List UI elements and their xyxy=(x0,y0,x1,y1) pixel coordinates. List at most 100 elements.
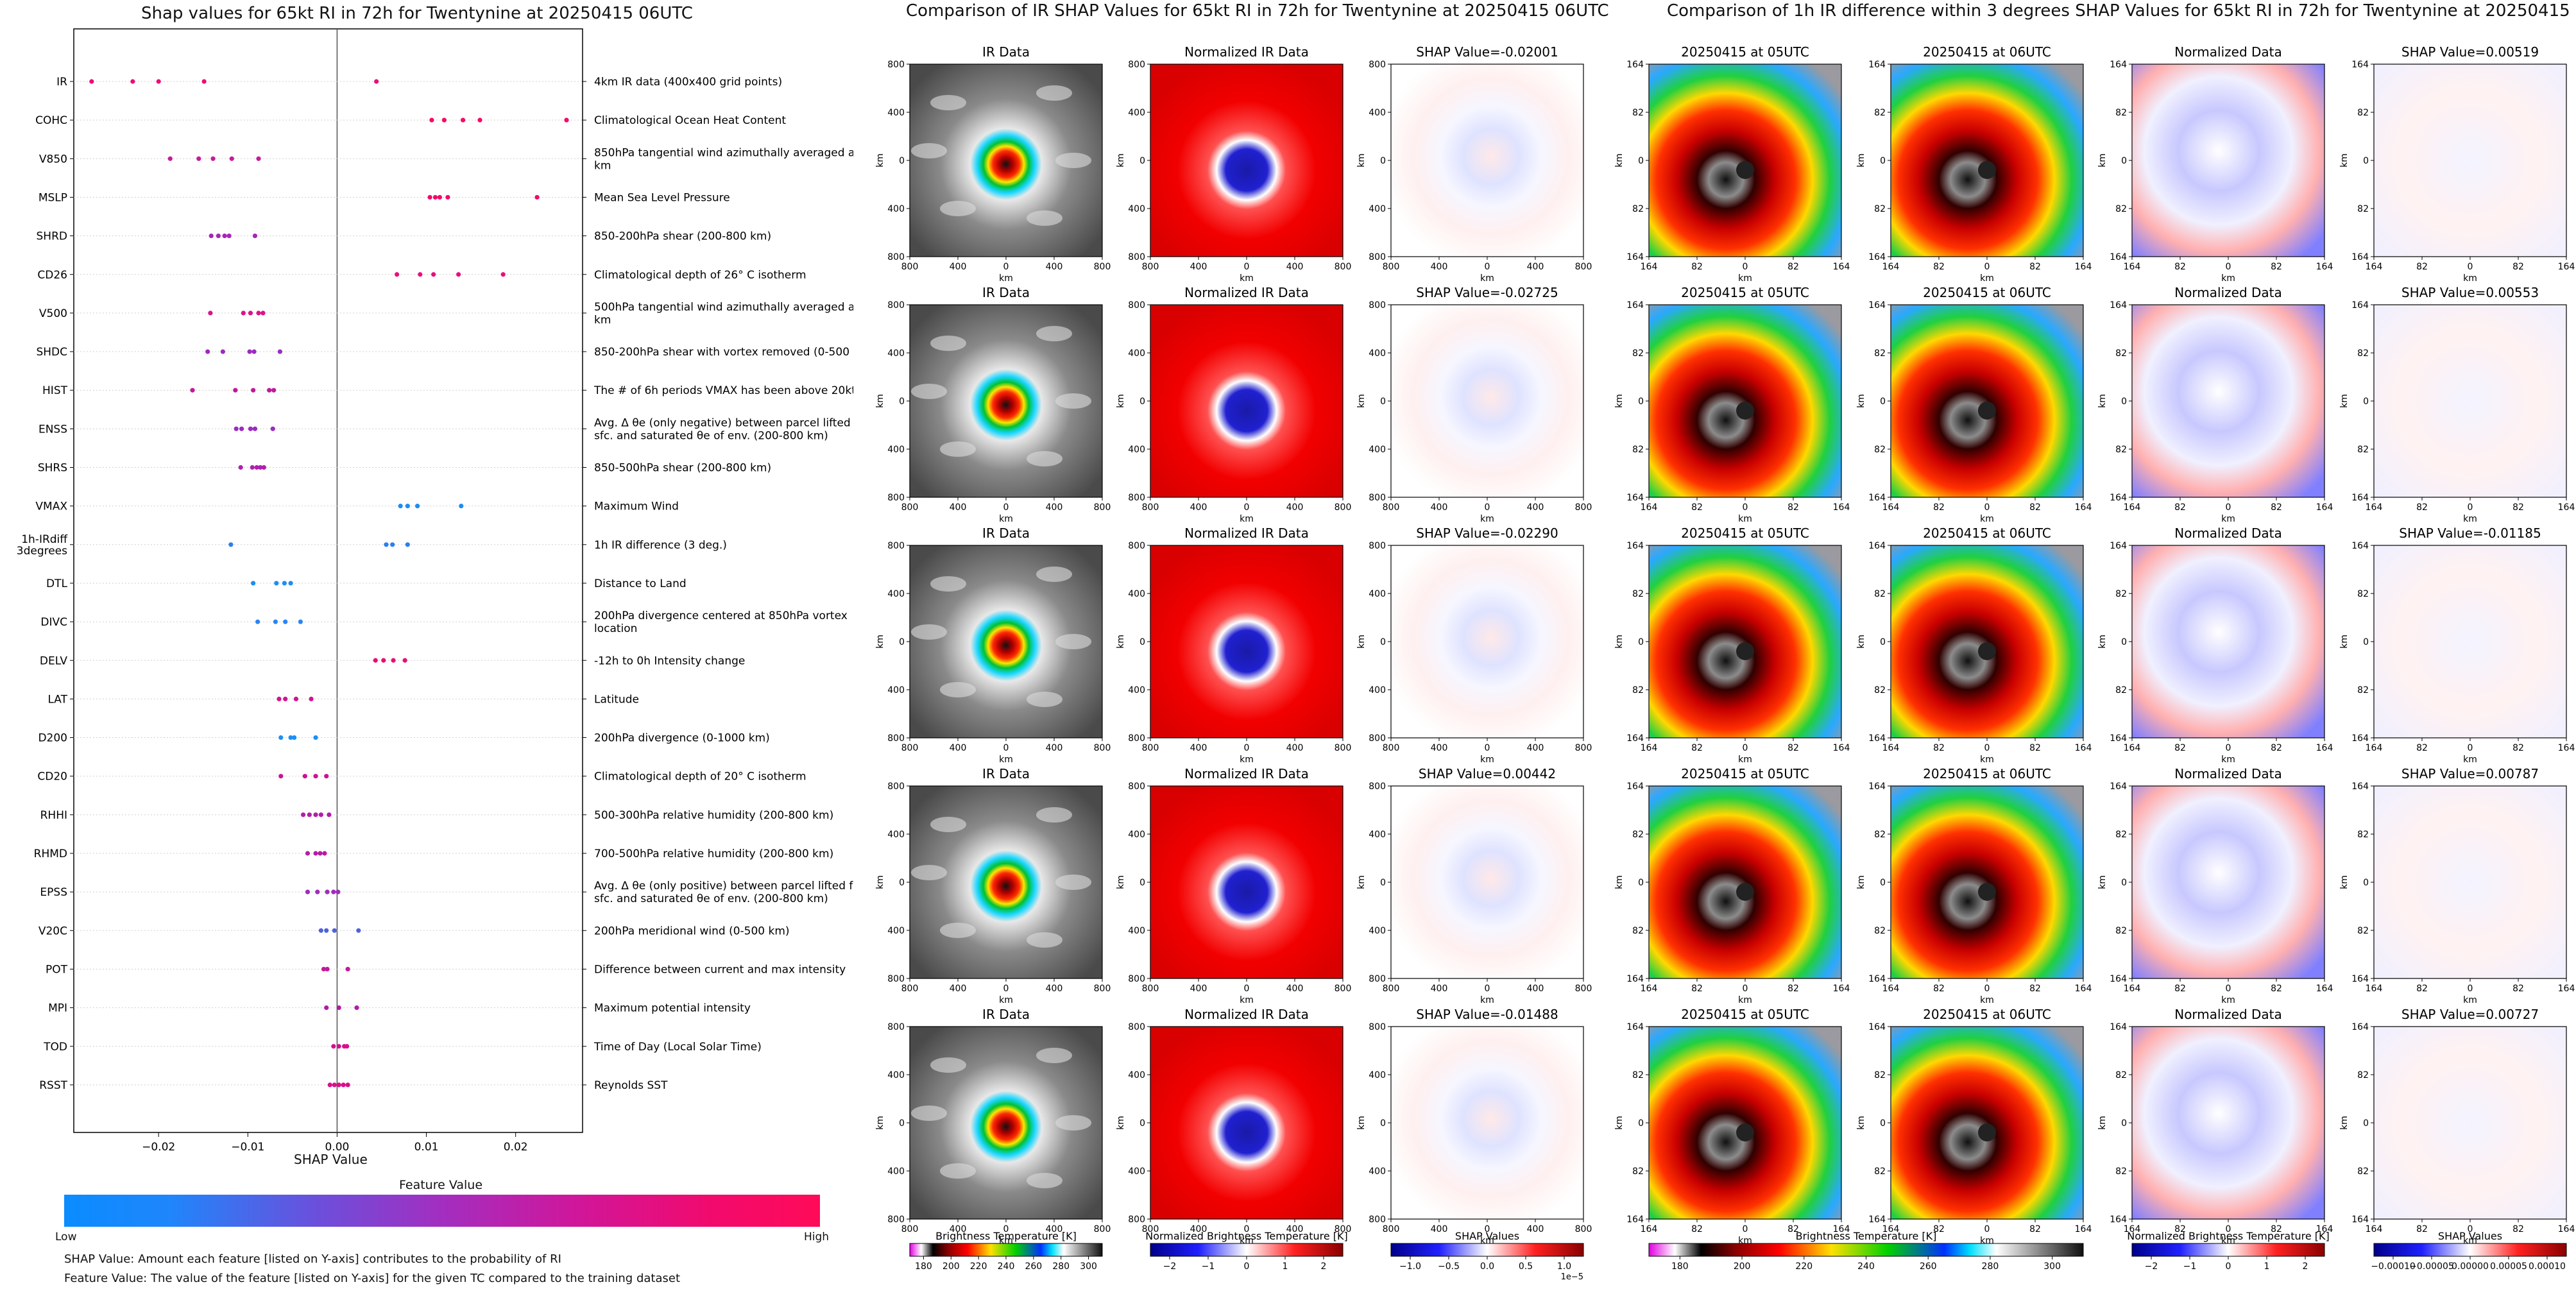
cloud-band xyxy=(911,865,947,880)
image-panel: SHAP Value=0.004428008004004000040040080… xyxy=(1356,766,1592,1005)
panel-image xyxy=(1391,545,1583,738)
y-tick-label: 164 xyxy=(1626,974,1644,984)
colorbar-tick-label: 0 xyxy=(2226,1261,2231,1272)
feature-description: Difference between current and max inten… xyxy=(594,963,846,976)
x-tick-label: 82 xyxy=(1787,1224,1799,1234)
panel-image xyxy=(1891,1027,2083,1219)
y-tick-label: 400 xyxy=(1369,204,1386,214)
shap-point xyxy=(324,928,329,933)
colorbar-tick-label: −0.00005 xyxy=(2409,1261,2454,1272)
panel-image xyxy=(1150,1027,1343,1219)
shap-point xyxy=(293,696,299,701)
shap-point xyxy=(315,889,320,894)
panel-title: Normalized IR Data xyxy=(1184,1007,1309,1022)
y-tick-label: 400 xyxy=(887,1070,905,1080)
x-tick-label: 82 xyxy=(2271,262,2282,272)
shap-point xyxy=(336,889,341,894)
x-tick-label: 82 xyxy=(2029,262,2041,272)
panel-image xyxy=(1891,64,2083,257)
shap-point xyxy=(250,465,255,470)
x-tick-label: 0.00 xyxy=(325,1141,349,1154)
image-panel: 20250415 at 06UTC1641648282008282164164k… xyxy=(1856,285,2092,524)
y-tick-label: 0 xyxy=(2363,156,2369,166)
image-panel: 20250415 at 06UTC1641648282008282164164k… xyxy=(1856,44,2092,284)
y-tick-label: 164 xyxy=(2110,974,2127,984)
x-tick-label: 400 xyxy=(950,262,967,272)
shap-point xyxy=(305,889,311,894)
y-axis-label: km xyxy=(1116,153,1126,167)
y-axis-label: km xyxy=(2339,1116,2350,1130)
y-axis-label: km xyxy=(2339,635,2350,649)
y-axis-label: km xyxy=(1356,635,1367,649)
panel-title: Normalized Data xyxy=(2174,44,2282,60)
x-tick-label: 400 xyxy=(1046,743,1063,753)
feature-label: SHDC xyxy=(36,346,67,359)
feature-label: RSST xyxy=(39,1079,67,1092)
image-panel: 20250415 at 05UTC1641648282008282164164k… xyxy=(1614,44,1850,284)
shap-point xyxy=(564,117,569,123)
x-tick-label: 82 xyxy=(1787,262,1799,272)
panel-title: 20250415 at 06UTC xyxy=(1923,285,2051,300)
feature-label: CD20 xyxy=(37,771,67,783)
feature-label: RHMD xyxy=(34,848,67,860)
y-tick-label: 0 xyxy=(1880,878,1886,888)
y-tick-label: 400 xyxy=(1369,830,1386,840)
feature-value-colorbar xyxy=(64,1195,820,1227)
shap-point xyxy=(313,774,318,779)
y-tick-label: 400 xyxy=(1369,445,1386,455)
y-tick-label: 800 xyxy=(1369,1215,1386,1225)
y-tick-label: 82 xyxy=(2357,108,2369,118)
panel-title: SHAP Value=0.00442 xyxy=(1419,766,1556,781)
y-tick-label: 164 xyxy=(2351,252,2369,262)
image-panel: SHAP Value=-0.02290800800400400004004008… xyxy=(1356,525,1592,765)
y-tick-label: 800 xyxy=(887,1022,905,1032)
y-tick-label: 800 xyxy=(887,493,905,503)
x-tick-label: 400 xyxy=(1286,502,1304,513)
y-tick-label: 164 xyxy=(2351,541,2369,551)
x-axis-label: km xyxy=(2221,755,2235,765)
colorbar-tick-label: 0.0 xyxy=(1480,1261,1494,1272)
x-tick-label: 164 xyxy=(1882,502,1900,513)
feature-description: Mean Sea Level Pressure xyxy=(594,191,730,204)
panel-title: SHAP Value=-0.01185 xyxy=(2399,525,2541,541)
x-tick-label: 800 xyxy=(1094,1224,1111,1234)
x-axis-label: km xyxy=(2463,755,2477,765)
x-tick-label: 164 xyxy=(2558,743,2575,753)
cloud-band xyxy=(1027,932,1062,948)
x-tick-label: 164 xyxy=(2558,984,2575,994)
y-tick-label: 0 xyxy=(2121,1118,2127,1129)
x-axis-label: km xyxy=(1738,514,1752,524)
image-panel: Normalized Data1641648282008282164164kmk… xyxy=(2097,285,2333,524)
y-tick-label: 800 xyxy=(887,974,905,984)
y-tick-label: 164 xyxy=(2110,541,2127,551)
y-tick-label: 400 xyxy=(887,830,905,840)
colorbar-high-label: High xyxy=(804,1231,830,1243)
y-tick-label: 800 xyxy=(1369,781,1386,792)
y-tick-label: 0 xyxy=(1139,1118,1145,1129)
shap-point xyxy=(256,156,261,161)
image-panel: SHAP Value=0.007871641648282008282164164… xyxy=(2339,766,2575,1005)
shap-point xyxy=(248,426,253,431)
y-tick-label: 82 xyxy=(1632,685,1644,696)
panel-title: IR Data xyxy=(982,525,1030,541)
colorbar-tick-label: 200 xyxy=(943,1261,960,1272)
image-panel: 20250415 at 05UTC1641648282008282164164k… xyxy=(1614,1007,1850,1246)
x-tick-label: 400 xyxy=(950,502,967,513)
y-tick-label: 800 xyxy=(887,300,905,311)
y-tick-label: 400 xyxy=(1128,830,1145,840)
image-panel: SHAP Value=-0.02001800800400400004004008… xyxy=(1356,44,1592,284)
shap-point xyxy=(432,194,438,200)
shap-point xyxy=(460,117,466,123)
shap-point xyxy=(415,504,420,509)
shap-point xyxy=(216,234,221,239)
x-tick-label: 0 xyxy=(2468,743,2473,753)
shap-point xyxy=(252,234,258,239)
cloud-band xyxy=(1036,1048,1072,1063)
y-tick-label: 400 xyxy=(1128,926,1145,936)
y-axis-label: km xyxy=(875,875,885,889)
x-tick-label: 400 xyxy=(1190,502,1207,513)
x-axis-label: km xyxy=(1980,755,1994,765)
image-panel: SHAP Value=0.005531641648282008282164164… xyxy=(2339,285,2575,524)
image-panel: Normalized Data1641648282008282164164kmk… xyxy=(2097,44,2333,284)
